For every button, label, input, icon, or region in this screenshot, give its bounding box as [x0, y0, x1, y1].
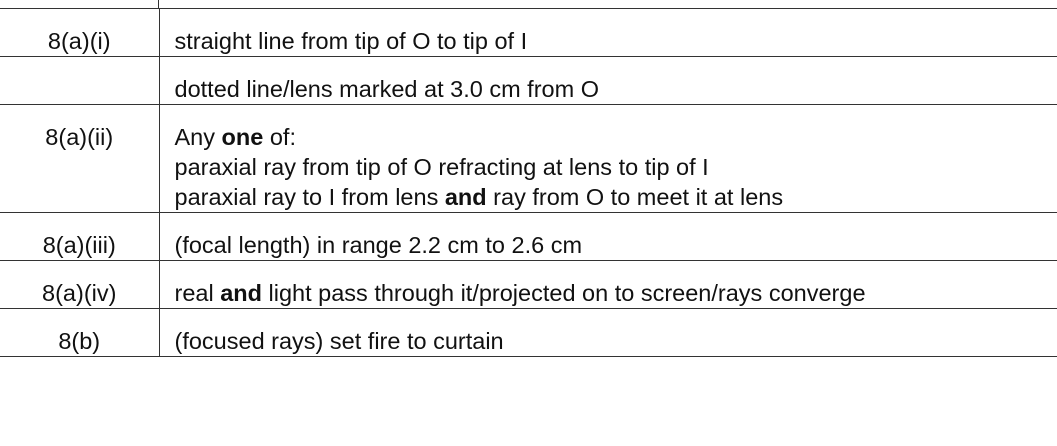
- answer-text: Any: [174, 124, 222, 150]
- answer-line: (focused rays) set fire to curtain: [175, 326, 1046, 356]
- answer-line: Any one of:: [175, 122, 1046, 152]
- answer-cell: straight line from tip of O to tip of I: [159, 8, 1057, 57]
- answer-text: paraxial ray from tip of O refracting at…: [174, 154, 709, 180]
- question-number-cell: 8(a)(iv): [0, 260, 160, 309]
- table-row: 8(a)(i) straight line from tip of O to t…: [0, 8, 1057, 57]
- question-number-cell: 8(a)(iii): [0, 212, 160, 261]
- answer-emphasis: and: [220, 280, 262, 306]
- answer-text: ray from O to meet it at lens: [486, 184, 784, 210]
- table-row: dotted line/lens marked at 3.0 cm from O: [0, 56, 1057, 105]
- answer-text: dotted line/lens marked at 3.0 cm from O: [174, 76, 600, 102]
- answer-text: (focused rays) set fire to curtain: [174, 328, 504, 354]
- answer-cell: Any one of: paraxial ray from tip of O r…: [159, 104, 1057, 213]
- answer-emphasis: one: [221, 124, 264, 150]
- answer-line: dotted line/lens marked at 3.0 cm from O: [175, 74, 1046, 104]
- answer-line: paraxial ray from tip of O refracting at…: [175, 152, 1046, 182]
- answer-text: (focal length) in range 2.2 cm to 2.6 cm: [174, 232, 583, 258]
- answer-line: (focal length) in range 2.2 cm to 2.6 cm: [175, 230, 1046, 260]
- question-number-cell: 8(b): [0, 308, 160, 357]
- question-number-cell: 8(a)(ii): [0, 104, 160, 213]
- question-number-cell: 8(a)(i): [0, 8, 160, 57]
- answer-text: of:: [263, 124, 296, 150]
- question-number-cell: [0, 56, 160, 105]
- answer-line: real and light pass through it/projected…: [175, 278, 1046, 308]
- answer-line: straight line from tip of O to tip of I: [175, 26, 1046, 56]
- table-row: 8(a)(iv) real and light pass through it/…: [0, 260, 1057, 309]
- table-top-divider: [158, 0, 160, 9]
- answer-text: real: [174, 280, 221, 306]
- answer-text: straight line from tip of O to tip of I: [174, 28, 528, 54]
- answer-cell: (focal length) in range 2.2 cm to 2.6 cm: [159, 212, 1057, 261]
- answer-cell: (focused rays) set fire to curtain: [159, 308, 1057, 357]
- table-row: 8(a)(iii) (focal length) in range 2.2 cm…: [0, 212, 1057, 261]
- answer-cell: dotted line/lens marked at 3.0 cm from O: [159, 56, 1057, 105]
- table-row: 8(a)(ii) Any one of: paraxial ray from t…: [0, 104, 1057, 213]
- mark-scheme-table: 8(a)(i) straight line from tip of O to t…: [0, 8, 1057, 357]
- answer-text: paraxial ray to I from lens: [174, 184, 445, 210]
- answer-emphasis: and: [444, 184, 487, 210]
- answer-line: paraxial ray to I from lens and ray from…: [175, 182, 1046, 212]
- answer-text: light pass through it/projected on to sc…: [262, 280, 866, 306]
- table-row: 8(b) (focused rays) set fire to curtain: [0, 308, 1057, 357]
- answer-cell: real and light pass through it/projected…: [159, 260, 1057, 309]
